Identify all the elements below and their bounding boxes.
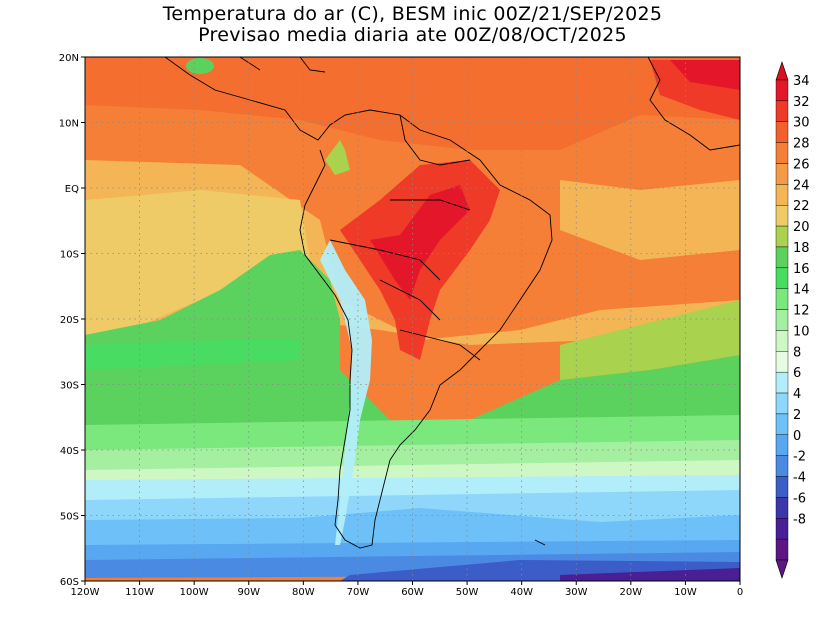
lat-label: EQ [65, 184, 79, 195]
colorbar-label: 34 [793, 74, 810, 89]
colorbar-swatch [775, 267, 789, 289]
colorbar-label: 28 [793, 137, 810, 152]
colorbar-swatch [775, 476, 789, 498]
lat-label: 40S [60, 446, 79, 457]
colorbar-swatch [775, 121, 789, 143]
colorbar-label: 30 [793, 116, 810, 131]
map-title: Temperatura do ar (C), BESM inic 00Z/21/… [162, 3, 663, 25]
colorbar-swatch [775, 518, 789, 540]
colorbar-swatch [775, 413, 789, 435]
colorbar-label: 8 [793, 345, 801, 360]
lon-label: 40W [510, 587, 533, 598]
colorbar-swatch [775, 330, 789, 352]
colorbar-swatch [775, 246, 789, 269]
lon-label: 0 [737, 587, 743, 598]
colorbar-swatch [775, 351, 789, 373]
colorbar-bottom-arrow [775, 559, 789, 579]
colorbar-label: 24 [793, 178, 810, 193]
lat-label: 20N [59, 53, 79, 64]
colorbar-swatch [775, 225, 789, 248]
lat-label: 60S [60, 577, 79, 588]
colorbar-label: 10 [793, 324, 810, 339]
colorbar-swatch [775, 392, 789, 415]
colorbar-swatch [775, 205, 789, 227]
colorbar-label: 22 [793, 199, 810, 214]
lon-label: 50W [456, 587, 479, 598]
colorbar-label: 14 [793, 283, 810, 298]
lat-label: 10N [59, 119, 79, 130]
lat-label: 20S [60, 315, 79, 326]
colorbar-label: 20 [793, 220, 810, 235]
colorbar-swatch [775, 309, 789, 331]
lat-label: 30S [60, 381, 79, 392]
colorbar-label: 12 [793, 304, 810, 319]
colorbar-label: -2 [793, 450, 806, 465]
colorbar-swatch [775, 455, 789, 477]
lon-label: 120W [71, 587, 100, 598]
colorbar-label: -6 [793, 491, 806, 506]
colorbar-swatch [775, 163, 789, 185]
longitude-labels: 120W 110W 100W 90W 80W 70W 60W 50W 40W 30W 20W 10W 0 [71, 581, 743, 598]
colorbar-label: 0 [793, 429, 801, 444]
lon-label: 30W [565, 587, 588, 598]
latitude-labels: 20N 10N EQ 10S 20S 30S 40S 50S 60S [59, 53, 85, 588]
lon-label: 70W [347, 587, 370, 598]
colorbar-swatch [775, 538, 789, 561]
colorbar-swatch [775, 288, 789, 310]
colorbar-swatch [775, 100, 789, 122]
colorbar-label: 26 [793, 157, 810, 172]
colorbar-swatch [775, 142, 789, 164]
colorbar-label: -4 [793, 471, 806, 486]
map-subtitle: Previsao media diaria ate 00Z/08/OCT/202… [198, 24, 627, 46]
colorbar-label: -8 [793, 512, 806, 527]
colorbar-swatch [775, 434, 789, 456]
lon-label: 20W [620, 587, 643, 598]
colorbar-label: 4 [793, 387, 801, 402]
colorbar-label: 16 [793, 262, 810, 277]
colorbar-swatch [775, 184, 789, 206]
lat-label: 50S [60, 512, 79, 523]
lon-label: 10W [674, 587, 697, 598]
lat-label: 10S [60, 250, 79, 261]
colorbar-swatch [775, 497, 789, 519]
lon-label: 100W [180, 587, 209, 598]
lon-label: 110W [125, 587, 154, 598]
lat-lon-grid [85, 57, 740, 581]
colorbar-label: 2 [793, 408, 801, 423]
colorbar-top-arrow [775, 61, 789, 81]
coastlines [164, 57, 740, 549]
colorbar-label: 6 [793, 366, 801, 381]
colorbar-swatch [775, 79, 789, 102]
colorbar-swatch [775, 371, 789, 394]
lon-label: 90W [237, 587, 260, 598]
colorbar-label: 18 [793, 241, 810, 256]
lon-label: 60W [401, 587, 424, 598]
colorbar-label: 32 [793, 95, 810, 110]
lon-label: 80W [292, 587, 315, 598]
